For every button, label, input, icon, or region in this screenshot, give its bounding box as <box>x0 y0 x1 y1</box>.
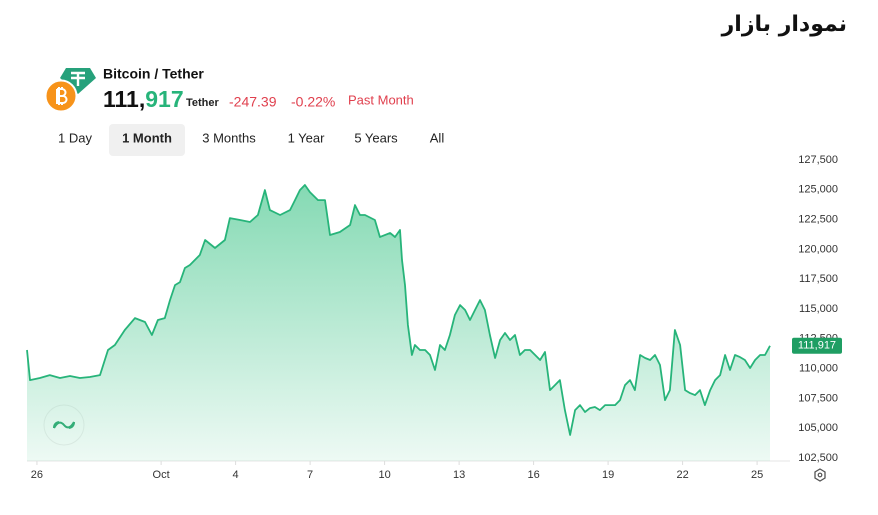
y-tick-label: 102,500 <box>798 452 838 464</box>
y-tick-label: 122,500 <box>798 214 838 226</box>
x-tick-label: 26 <box>31 469 43 481</box>
period: Past Month <box>348 92 414 107</box>
x-tick-label: 13 <box>453 469 465 481</box>
x-tick-label: 4 <box>233 469 239 481</box>
settings-icon[interactable] <box>814 468 826 482</box>
bitcoin-icon <box>44 79 78 113</box>
tab[interactable]: All <box>430 130 445 145</box>
y-tick-label: 125,000 <box>798 184 838 196</box>
y-tick-label: 107,500 <box>798 392 838 404</box>
price-change: -247.39 <box>229 94 277 110</box>
x-tick-label: 10 <box>378 469 390 481</box>
y-tick-label: 110,000 <box>799 363 838 375</box>
y-tick-label: 120,000 <box>798 243 838 255</box>
y-tick-label: 115,000 <box>799 303 838 315</box>
x-tick-label: Oct <box>153 469 170 481</box>
x-tick-label: 7 <box>307 469 313 481</box>
last-price-label: 111,917 <box>798 340 836 352</box>
x-tick-label: 16 <box>527 469 539 481</box>
tabs: 1 Day 1 Month 3 Months 1 Year 5 Years All <box>58 124 444 156</box>
x-tick-label: 22 <box>676 469 688 481</box>
tab[interactable]: 3 Months <box>202 130 256 145</box>
page-title: نمودار بازار <box>721 12 847 37</box>
tether-icon <box>60 68 96 94</box>
y-tick-label: 105,000 <box>798 422 838 434</box>
price-int: 111, <box>103 86 145 112</box>
y-tick-label: 117,500 <box>799 273 838 285</box>
tab[interactable]: 1 Month <box>122 130 172 145</box>
price-line <box>26 184 771 436</box>
area-fill <box>27 185 770 461</box>
tab[interactable]: 1 Year <box>288 130 326 145</box>
x-tick-label: 25 <box>751 469 763 481</box>
last-price-box <box>792 337 842 354</box>
x-tick-label: 19 <box>602 469 614 481</box>
price-unit: Tether <box>186 97 220 109</box>
pair-name: Bitcoin / Tether <box>103 66 204 82</box>
tab[interactable]: 1 Day <box>58 130 92 145</box>
price: 111,917 <box>103 86 184 112</box>
y-tick-label: 127,500 <box>798 154 838 166</box>
tab[interactable]: 5 Years <box>354 130 398 145</box>
price-change-pct: -0.22% <box>291 94 335 110</box>
tab-active-bg <box>109 124 185 156</box>
price-frac: 917 <box>145 86 183 112</box>
